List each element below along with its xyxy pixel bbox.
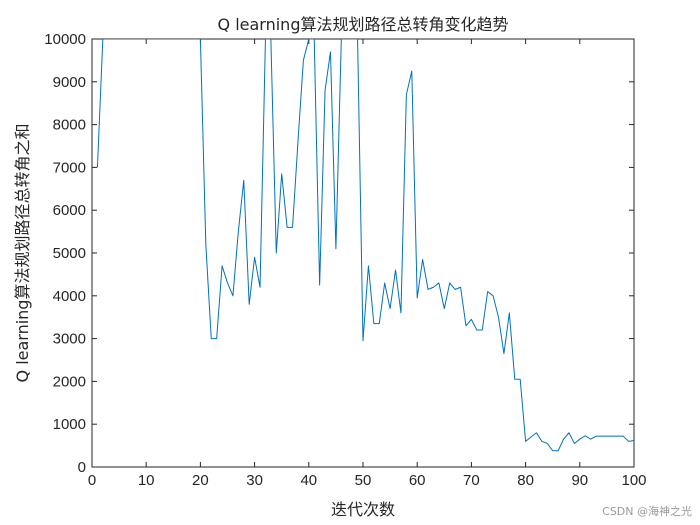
plot-area (91, 38, 635, 468)
watermark-text: CSDN @海神之光 (602, 505, 692, 518)
x-tick-label: 20 (192, 472, 209, 489)
x-tick-label: 90 (571, 472, 588, 489)
x-tick-label: 40 (300, 472, 317, 489)
y-tick-label: 6000 (53, 202, 86, 219)
x-tick-label: 30 (246, 472, 263, 489)
y-axis-ticks: 0 1000 2000 3000 4000 5000 6000 7000 8000 9000 100… (44, 31, 634, 476)
x-tick-label: 10 (138, 472, 155, 489)
y-tick-label: 0 (78, 459, 86, 476)
x-tick-label: 100 (621, 472, 646, 489)
y-tick-label: 8000 (53, 117, 86, 134)
y-tick-label: 1000 (53, 416, 86, 433)
x-tick-label: 70 (463, 472, 480, 489)
series-layer (96, 39, 634, 452)
x-tick-label: 50 (355, 472, 372, 489)
x-tick-label: 0 (88, 472, 96, 489)
chart-title: Q learning算法规划路径总转角变化趋势 (218, 15, 509, 34)
y-axis-label: Q learning算法规划路径总转角之和 (13, 124, 32, 383)
series-line (96, 39, 634, 452)
y-tick-label: 5000 (53, 245, 86, 262)
y-tick-label: 10000 (44, 31, 86, 48)
x-tick-label: 60 (409, 472, 426, 489)
x-tick-label: 80 (517, 472, 534, 489)
x-axis-ticks: 0 10 20 30 40 50 60 70 80 90 100 (88, 39, 647, 489)
y-tick-label: 9000 (53, 74, 86, 91)
x-axis-label: 迭代次数 (331, 500, 395, 519)
y-tick-label: 2000 (53, 373, 86, 390)
y-tick-label: 7000 (53, 159, 86, 176)
y-tick-label: 4000 (53, 288, 86, 305)
y-tick-label: 3000 (53, 331, 86, 348)
